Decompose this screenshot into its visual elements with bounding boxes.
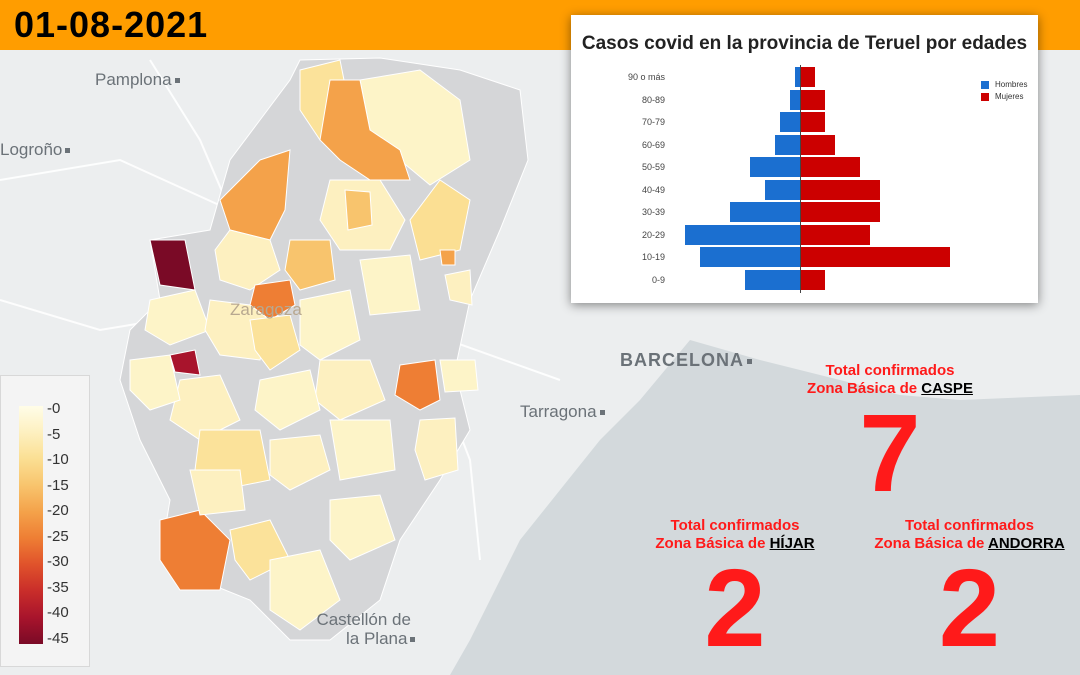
legend-tick-label: -15: [47, 476, 69, 494]
city-label-barcelona: BARCELONA: [620, 350, 752, 371]
total-caspe: Total confirmados Zona Básica de CASPE 7: [790, 362, 990, 515]
bar-mujeres: [800, 224, 870, 245]
total-hijar: Total confirmados Zona Básica de HÍJAR 2: [640, 517, 830, 670]
city-label-castellon: Castellón de la Plana: [312, 610, 416, 648]
date-label: 01-08-2021: [14, 4, 209, 45]
age-group-label: 70-79: [641, 117, 665, 127]
zone-name: CASPE: [921, 380, 973, 397]
age-group-label: 40-49: [641, 184, 665, 195]
age-group-label: 90 o más: [627, 72, 665, 82]
legend-tick-label: -30: [47, 553, 69, 571]
bar-mujeres: [800, 179, 880, 200]
zone-name: ANDORRA: [988, 535, 1065, 552]
city-name: Zaragoza: [230, 300, 302, 319]
total-andorra: Total confirmados Zona Básica de ANDORRA…: [862, 517, 1077, 670]
bar-hombres: [730, 202, 800, 222]
age-pyramid-panel: Casos covid en la provincia de Teruel po…: [571, 15, 1038, 303]
legend-label: Mujeres: [995, 92, 1024, 101]
age-group-label: 50-59: [641, 162, 665, 172]
bar-mujeres: [800, 89, 825, 110]
legend-item-hombres: Hombres: [981, 80, 1027, 89]
city-name-line1: Castellón de: [316, 610, 411, 629]
legend-tick-label: -5: [47, 425, 61, 443]
age-group-label: 0-9: [651, 274, 665, 285]
city-name-line2: la Plana: [312, 629, 416, 648]
city-name: BARCELONA: [620, 350, 744, 370]
city-name: Tarragona: [520, 402, 597, 421]
bar-mujeres: [800, 157, 860, 177]
total-zone-line: Zona Básica de HÍJAR: [640, 535, 830, 553]
zone-prefix: Zona Básica de: [807, 380, 918, 397]
bar-hombres: [780, 112, 800, 132]
legend-color-scale: [19, 406, 43, 644]
bar-hombres: [685, 224, 800, 245]
total-value: 7: [859, 392, 921, 515]
chart-title: Casos covid en la provincia de Teruel po…: [581, 33, 1028, 54]
bar-hombres: [750, 157, 800, 177]
total-heading: Total confirmados: [825, 362, 955, 379]
bar-mujeres: [800, 269, 825, 290]
city-label-zaragoza: Zaragoza: [230, 300, 302, 320]
legend-label: Hombres: [995, 80, 1028, 89]
age-group-label: 60-69: [641, 139, 665, 150]
health-zones: [129, 59, 479, 631]
city-label-pamplona: Pamplona: [95, 70, 180, 90]
total-zone-line: Zona Básica de ANDORRA: [862, 535, 1077, 553]
city-label-tarragona: Tarragona: [520, 402, 605, 422]
city-dot: [599, 410, 605, 416]
bar-mujeres: [800, 247, 950, 267]
bar-hombres: [765, 179, 800, 200]
total-zone-line: Zona Básica de CASPE: [790, 380, 990, 398]
legend-tick-label: -25: [47, 527, 69, 545]
city-dot: [747, 358, 752, 364]
total-value: 2: [704, 547, 766, 670]
city-name: la Plana: [346, 629, 408, 648]
legend-swatch: [981, 80, 989, 89]
bar-hombres: [700, 247, 800, 267]
total-heading: Total confirmados: [670, 517, 800, 534]
total-value: 2: [938, 547, 1001, 670]
bar-mujeres: [800, 112, 825, 132]
city-name: Pamplona: [95, 70, 172, 89]
legend-tick-label: -20: [47, 502, 69, 520]
legend-item-mujeres: Mujeres: [981, 92, 1023, 101]
age-group-label: 20-29: [641, 229, 665, 240]
legend-tick-label: -40: [47, 604, 69, 622]
city-dot: [174, 78, 180, 84]
bar-hombres: [790, 89, 800, 110]
bar-hombres: [795, 67, 800, 87]
legend-tick-label: -35: [47, 578, 69, 596]
legend-tick-label: -45: [47, 630, 69, 647]
total-heading: Total confirmados: [905, 517, 1034, 534]
zone-prefix: Zona Básica de: [874, 535, 985, 552]
age-group-label: 30-39: [641, 207, 665, 217]
age-group-label: 10-19: [641, 252, 665, 262]
bar-hombres: [745, 269, 800, 290]
mediterranean-sea: [450, 340, 1080, 675]
bar-hombres: [775, 134, 800, 155]
bar-mujeres: [800, 67, 815, 87]
legend-tick-label: -10: [47, 451, 69, 469]
legend-tick-label: -0: [47, 400, 61, 417]
bar-mujeres: [800, 202, 880, 222]
color-legend: -0 -5 -10 -15 -20 -25 -30 -35 -40 -45: [0, 375, 90, 667]
city-dot: [65, 148, 71, 154]
zone-name: HÍJAR: [769, 535, 815, 552]
chart-axis: [800, 65, 801, 293]
age-group-label: 80-89: [641, 94, 665, 105]
zone-prefix: Zona Básica de: [655, 535, 766, 552]
legend-swatch: [981, 92, 989, 101]
city-dot: [410, 637, 416, 643]
city-label-logrono: Logroño: [0, 140, 71, 160]
bar-mujeres: [800, 134, 835, 155]
city-name: Logroño: [0, 140, 63, 159]
